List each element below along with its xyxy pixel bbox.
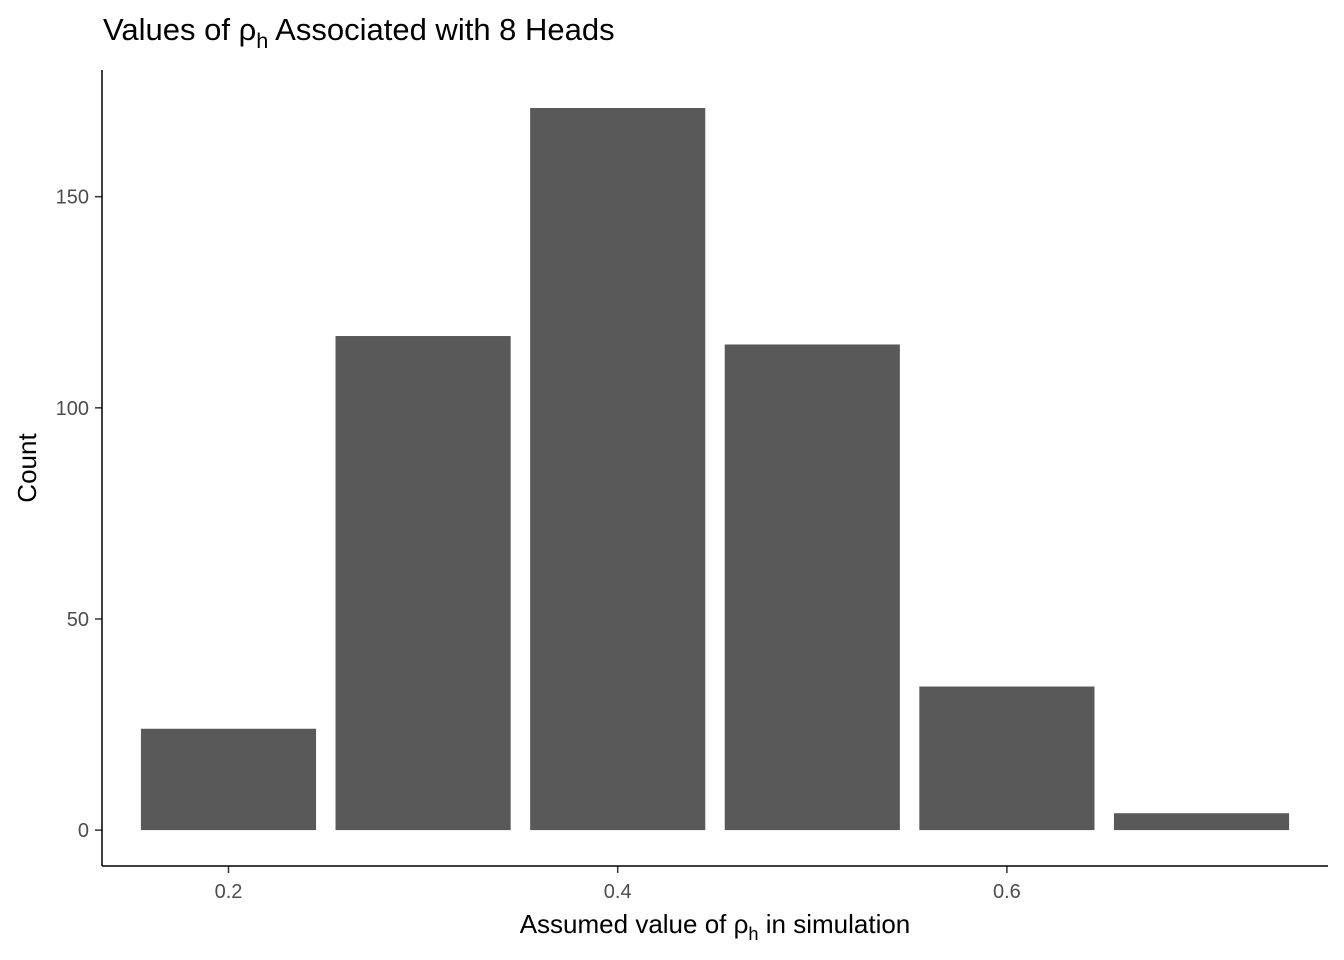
bar	[140, 728, 317, 831]
chart-title-symbol: ρ	[239, 12, 257, 47]
x-axis-title: Assumed value of ρh in simulation	[520, 909, 911, 944]
x-tick-label: 0.6	[993, 881, 1021, 903]
x-axis-ticks: 0.2 0.4 0.6	[215, 866, 1021, 903]
chart-title-suffix: Associated with 8 Heads	[268, 12, 614, 47]
y-tick-label: 0	[78, 820, 89, 842]
y-axis-ticks: 0 50 100 150	[56, 187, 102, 842]
x-axis-title-suffix: in simulation	[759, 909, 911, 939]
x-axis-title-symbol: ρ	[734, 909, 749, 939]
y-tick-label: 150	[56, 187, 89, 209]
y-tick-label: 50	[67, 609, 89, 631]
bar	[919, 686, 1095, 831]
x-axis-title-prefix: Assumed value of	[520, 909, 734, 939]
bar	[724, 344, 900, 831]
x-tick-label: 0.4	[604, 881, 632, 903]
bar	[335, 336, 511, 831]
chart-title-prefix: Values of	[103, 12, 239, 47]
y-tick-label: 100	[56, 398, 89, 420]
bars-group	[140, 108, 1290, 831]
x-axis-title-subscript: h	[748, 924, 758, 944]
y-axis-title: Count	[12, 433, 42, 503]
x-tick-label: 0.2	[215, 881, 243, 903]
chart-title-subscript: h	[256, 28, 268, 53]
chart-title: Values of ρh Associated with 8 Heads	[103, 12, 615, 53]
bar	[530, 108, 706, 831]
bar	[1113, 813, 1290, 831]
